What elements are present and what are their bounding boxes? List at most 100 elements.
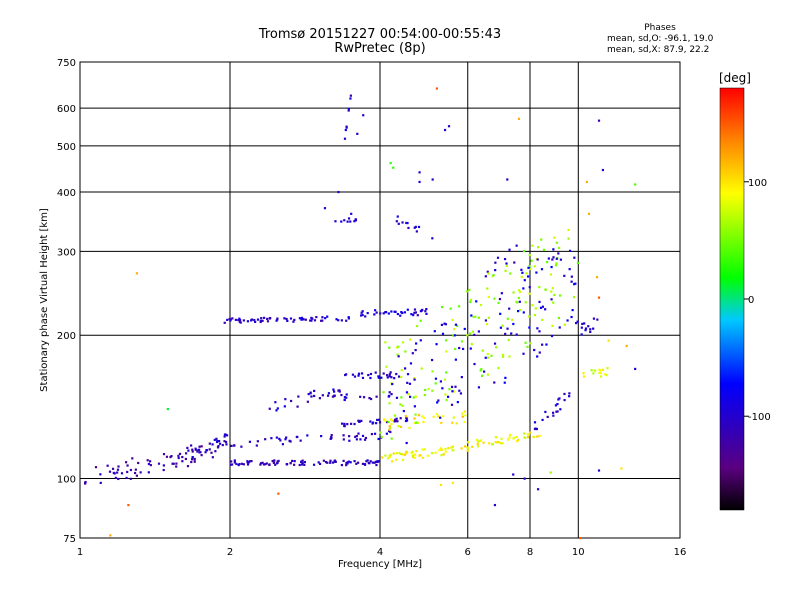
echo-point xyxy=(184,452,188,455)
echo-point xyxy=(215,440,219,444)
echo-point xyxy=(284,398,287,401)
echo-point xyxy=(106,464,109,467)
echo-point xyxy=(458,346,461,350)
echo-point xyxy=(414,348,417,352)
echo-point xyxy=(184,457,187,461)
echo-point xyxy=(460,447,463,450)
x-tick-label: 8 xyxy=(527,547,533,558)
echo-point xyxy=(395,220,398,223)
echo-point xyxy=(349,422,353,425)
echo-point xyxy=(309,319,312,322)
echo-point xyxy=(438,449,441,452)
echo-point xyxy=(392,452,395,455)
echo-point xyxy=(321,316,324,319)
echo-point xyxy=(431,178,434,181)
echo-point xyxy=(443,378,447,381)
echo-point xyxy=(597,119,601,122)
echo-point xyxy=(523,432,526,435)
echo-point xyxy=(353,460,356,463)
echo-point xyxy=(346,462,349,465)
colorbar-ticks: 100 0 -100 xyxy=(744,178,771,423)
y-tick-label: 400 xyxy=(57,188,76,199)
echo-point xyxy=(374,371,377,374)
echo-point xyxy=(434,377,438,380)
echo-point xyxy=(419,454,422,457)
echo-point xyxy=(484,356,487,359)
echo-point xyxy=(551,258,554,261)
echo-point xyxy=(181,460,184,463)
echo-point xyxy=(555,241,558,244)
stats-line-x: mean, sd,X: 87.9, 22.2 xyxy=(607,45,709,55)
echo-point xyxy=(408,426,411,429)
echo-point xyxy=(356,132,359,135)
echo-point xyxy=(400,369,403,372)
echo-point xyxy=(463,327,466,331)
echo-point xyxy=(363,463,366,466)
echo-point xyxy=(493,381,496,384)
echo-point xyxy=(337,190,340,194)
echo-point xyxy=(361,313,364,317)
echo-point xyxy=(238,462,241,466)
echo-point xyxy=(395,396,399,399)
echo-point xyxy=(526,345,529,348)
echo-point xyxy=(499,442,502,445)
echo-point xyxy=(421,308,424,312)
echo-point xyxy=(559,258,562,261)
echo-point xyxy=(536,327,539,330)
echo-point xyxy=(571,308,574,312)
echo-point xyxy=(265,462,268,465)
echo-point xyxy=(492,274,495,277)
echo-point xyxy=(501,324,504,327)
echo-point xyxy=(255,444,258,447)
x-tick-labels: 1 2 4 6 8 10 16 xyxy=(77,547,687,558)
echo-point xyxy=(326,394,330,397)
echo-point xyxy=(320,319,323,322)
echo-point xyxy=(360,311,363,314)
echo-point xyxy=(545,343,548,346)
echo-point xyxy=(377,418,380,421)
echo-point xyxy=(568,249,572,252)
echo-point xyxy=(375,395,378,398)
echo-point xyxy=(419,339,422,342)
echo-point xyxy=(346,461,349,464)
echo-point xyxy=(499,326,503,329)
echo-point xyxy=(357,432,360,435)
echo-point xyxy=(217,445,220,448)
echo-point xyxy=(440,454,443,457)
echo-point xyxy=(388,429,391,433)
echo-point xyxy=(453,347,457,351)
echo-point xyxy=(555,257,558,260)
echo-point xyxy=(275,409,278,412)
echo-point xyxy=(433,330,436,333)
echo-point xyxy=(322,459,325,462)
echo-point xyxy=(557,252,560,255)
echo-point xyxy=(413,456,416,459)
echo-point xyxy=(389,162,392,165)
echo-point xyxy=(497,440,500,444)
echo-point xyxy=(367,373,370,377)
echo-point xyxy=(279,439,282,442)
x-tick-label: 2 xyxy=(227,547,233,558)
echo-point xyxy=(490,354,493,357)
echo-point xyxy=(500,292,503,295)
echo-point xyxy=(555,262,558,265)
echo-point xyxy=(453,328,456,331)
echo-point xyxy=(408,338,412,341)
echo-point xyxy=(573,256,576,259)
echo-point xyxy=(131,457,134,460)
echo-point xyxy=(364,436,368,440)
echo-point xyxy=(533,427,537,431)
echo-point xyxy=(444,393,447,396)
echo-point xyxy=(211,443,214,446)
echo-point xyxy=(494,261,497,264)
echo-point xyxy=(370,432,374,436)
echo-point xyxy=(210,451,213,454)
echo-point xyxy=(295,435,298,439)
echo-point xyxy=(552,414,555,417)
echo-point xyxy=(503,257,507,261)
echo-point xyxy=(512,473,515,476)
echo-point xyxy=(388,391,391,394)
echo-point xyxy=(310,395,313,398)
echo-point xyxy=(274,401,277,404)
echo-point xyxy=(229,463,232,466)
